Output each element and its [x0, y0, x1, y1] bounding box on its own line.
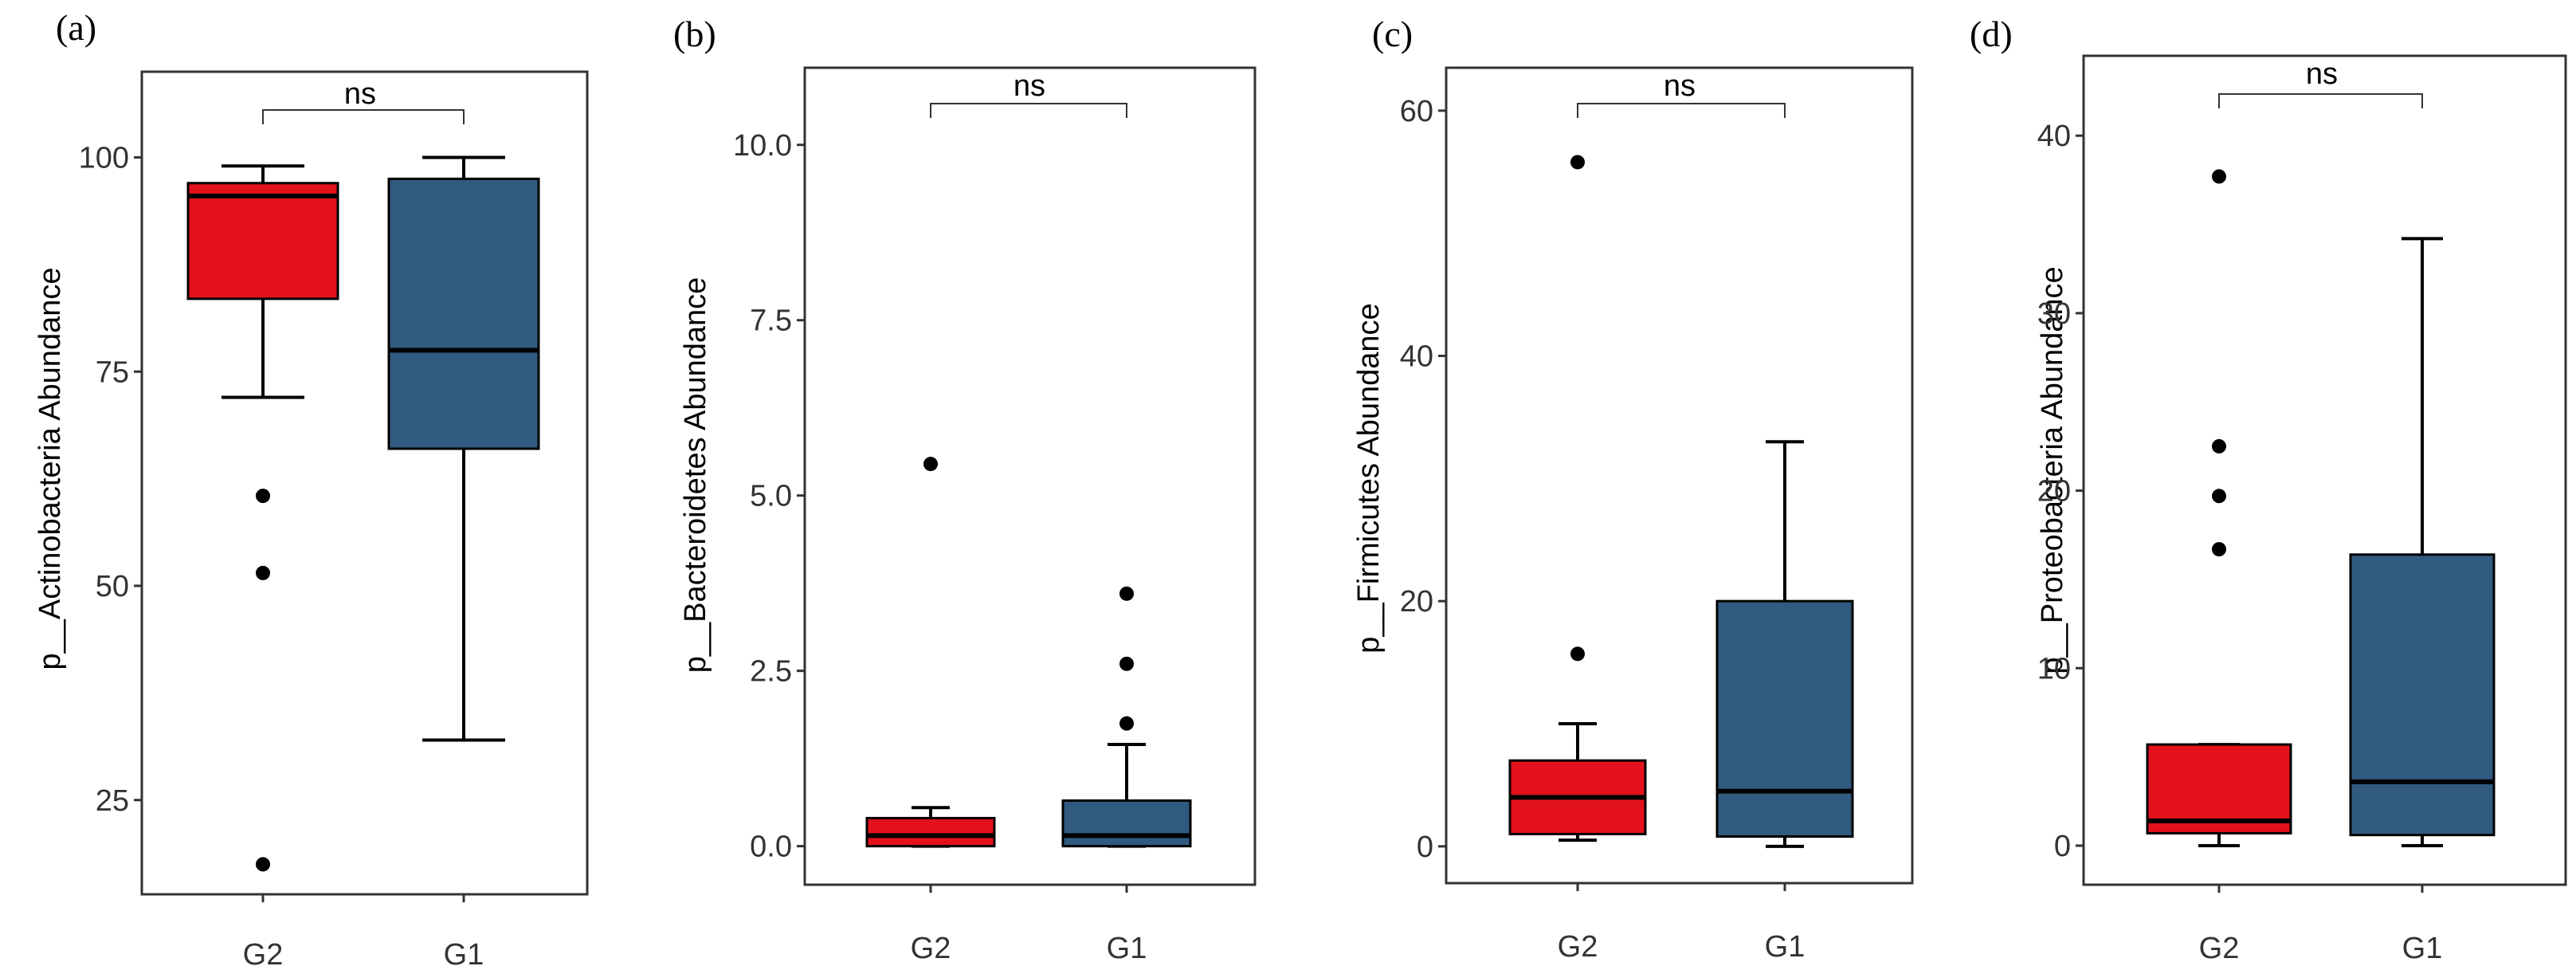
- box-g1: [387, 177, 540, 450]
- panel-d-xtick-g1: G1: [2402, 932, 2443, 965]
- panel-a-xtick-g1: G1: [444, 938, 484, 972]
- outlier-point-g2: [256, 565, 270, 580]
- y-tick-label: 40: [1400, 340, 1433, 374]
- significance-bracket: [930, 103, 1127, 118]
- y-tick-label: 0: [1417, 831, 1433, 864]
- y-tick-label: 5.0: [750, 480, 792, 513]
- panel-d-significance: ns: [2306, 57, 2338, 91]
- y-tick-label: 20: [2037, 475, 2071, 509]
- panel-c-ylabel: p__Firmicutes Abundance: [1352, 303, 1386, 653]
- box-g1: [1715, 599, 1854, 839]
- outlier-point-g1: [1119, 656, 1134, 671]
- y-tick-label: 7.5: [750, 304, 792, 338]
- y-tick-label: 100: [79, 142, 129, 175]
- y-tick-label: 10.0: [733, 129, 792, 163]
- panel-c-xtick-g2: G2: [1558, 930, 1598, 964]
- panel-d-xtick-g2: G2: [2199, 932, 2240, 965]
- y-tick-label: 40: [2037, 120, 2071, 153]
- panel-a: (a) p__Actinobacteria Abundance ns G2 G1…: [33, 7, 589, 972]
- panel-c-label: (c): [1372, 14, 1413, 54]
- box-g1: [1061, 799, 1192, 848]
- outlier-point-g2: [1570, 646, 1585, 662]
- panel-b-xtick-g2: G2: [911, 932, 951, 965]
- panel-border: [140, 70, 589, 896]
- y-tick-label: 0: [2054, 830, 2071, 863]
- y-tick-label: 0.0: [750, 831, 792, 864]
- panel-d-ylabel: p__Proteobacteria Abundance: [2036, 266, 2069, 674]
- panel-b: (b) p__Bacteroidetes Abundance ns G2 G1 …: [673, 14, 1257, 965]
- panel-a-significance: ns: [344, 77, 376, 111]
- box-g2: [186, 182, 339, 300]
- panel-a-ylabel: p__Actinobacteria Abundance: [33, 268, 67, 670]
- y-tick-label: 25: [96, 784, 129, 818]
- outlier-point-g2: [2212, 169, 2226, 184]
- outlier-point-g2: [256, 857, 270, 872]
- y-tick-label: 30: [2037, 297, 2071, 331]
- panel-b-label: (b): [673, 14, 716, 54]
- panel-c-xtick-g1: G1: [1765, 930, 1806, 964]
- outlier-point-g2: [256, 489, 270, 504]
- panel-border: [803, 66, 1257, 886]
- significance-bracket: [1577, 103, 1786, 118]
- panel-c-significance: ns: [1664, 69, 1696, 103]
- panel-c: (c) p__Firmicutes Abundance ns G2 G1 0 20…: [1352, 14, 1914, 964]
- panel-b-ylabel: p__Bacteroidetes Abundance: [679, 277, 712, 674]
- y-tick-label: 10: [2037, 652, 2071, 685]
- outlier-point-g1: [1119, 716, 1134, 731]
- y-tick-label: 50: [96, 570, 129, 603]
- box-g1: [2349, 553, 2496, 837]
- panel-d-label: (d): [1970, 14, 2013, 54]
- significance-bracket: [2218, 93, 2423, 108]
- y-tick-label: 60: [1400, 95, 1433, 128]
- outlier-point-g1: [1119, 586, 1134, 601]
- panel-a-label: (a): [56, 7, 96, 48]
- box-g2: [865, 816, 996, 848]
- panel-b-xtick-g1: G1: [1107, 932, 1147, 965]
- outlier-point-g2: [923, 457, 938, 472]
- panel-border: [1445, 66, 1914, 885]
- y-tick-label: 20: [1400, 585, 1433, 619]
- y-tick-label: 75: [96, 355, 129, 389]
- outlier-point-g2: [2212, 542, 2226, 557]
- significance-bracket: [262, 109, 465, 124]
- outlier-point-g2: [1570, 155, 1585, 170]
- outlier-point-g2: [2212, 438, 2226, 454]
- panel-a-xtick-g2: G2: [243, 938, 284, 972]
- panel-b-significance: ns: [1014, 69, 1045, 103]
- panel-border: [2082, 54, 2567, 886]
- y-tick-label: 2.5: [750, 655, 792, 689]
- panel-d: (d) p__Proteobacteria Abundance ns G2 G1…: [1970, 14, 2567, 965]
- outlier-point-g2: [2212, 489, 2226, 504]
